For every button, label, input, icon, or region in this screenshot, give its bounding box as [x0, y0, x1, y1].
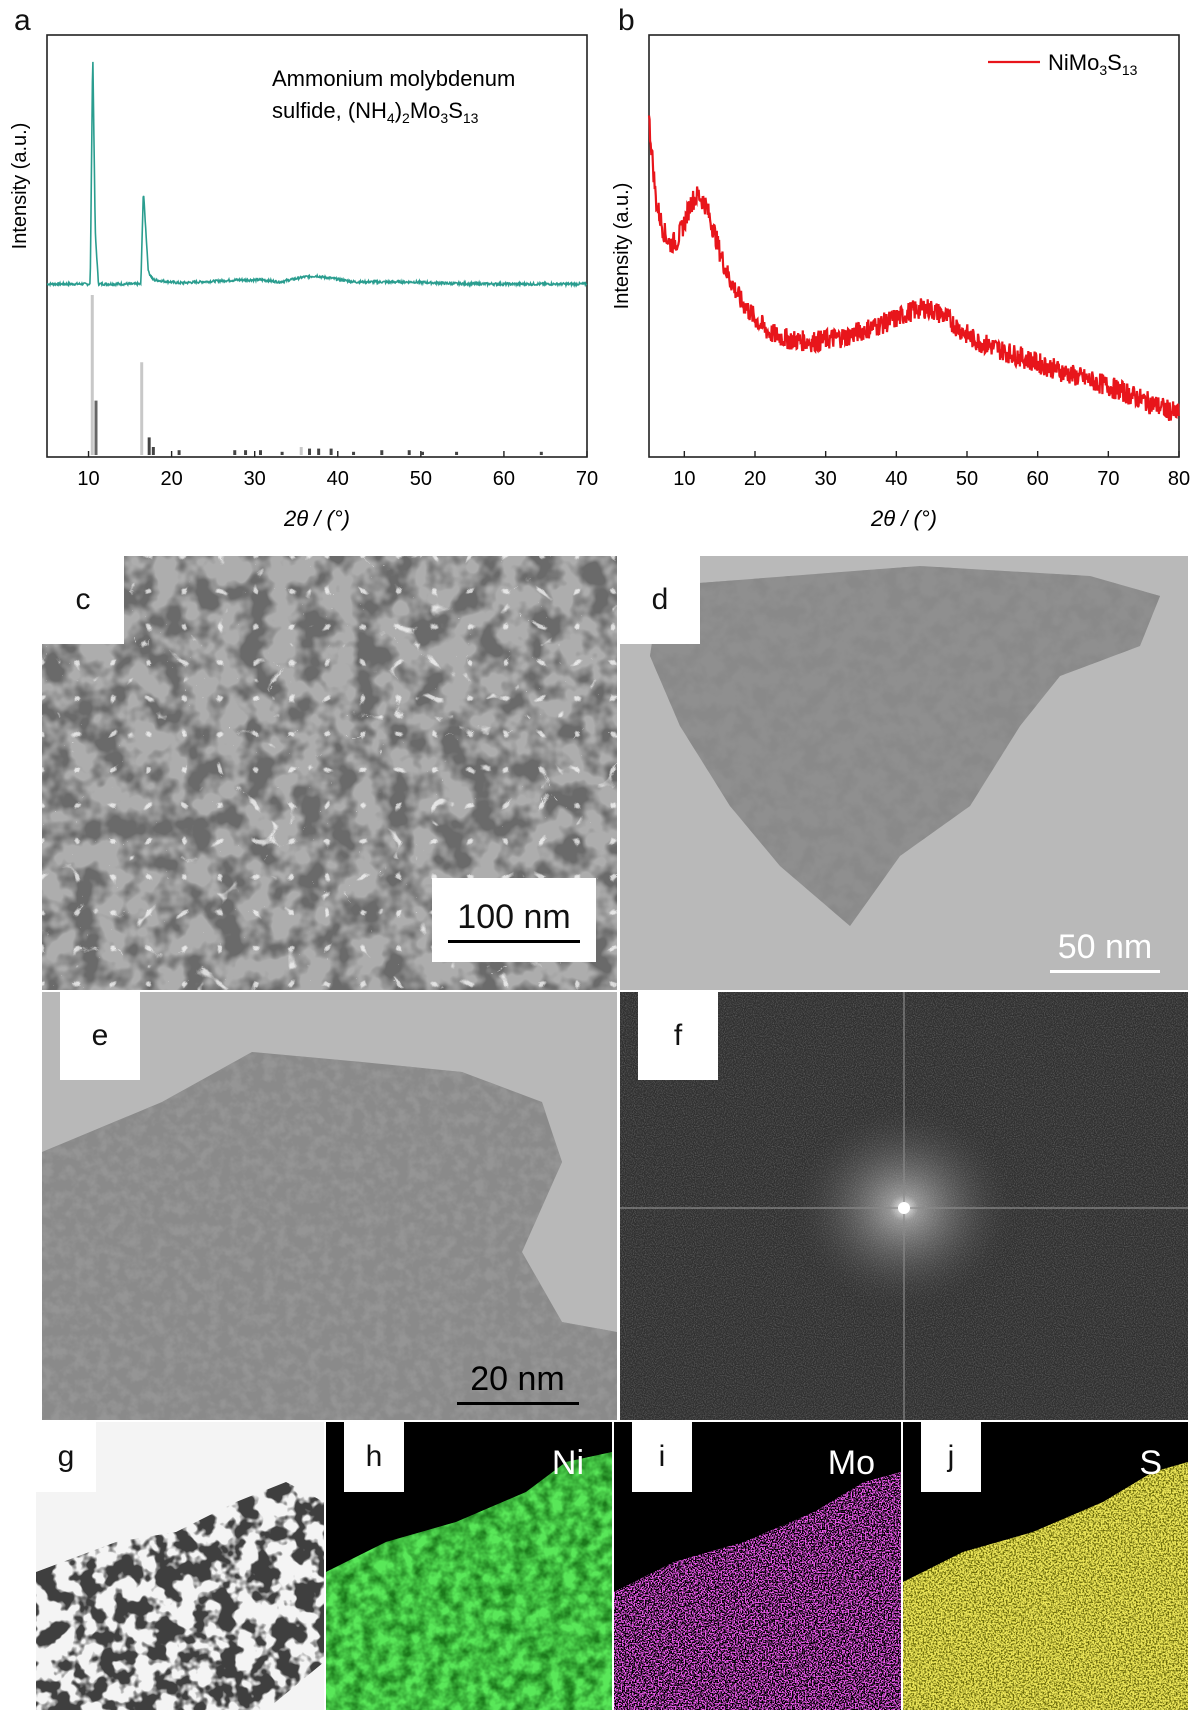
- chart-a-tick-label-40: 40: [327, 468, 349, 490]
- ni-map-texture: [326, 1422, 612, 1710]
- panel-f-fft-image: f: [620, 992, 1188, 1420]
- panel-d-tem-image: d 50 nm: [620, 556, 1188, 990]
- chart-a-tick-label-20: 20: [160, 468, 182, 490]
- chart-a-tick-label-50: 50: [410, 468, 432, 490]
- panel-d-scale-bar: [1050, 970, 1160, 973]
- panel-e-letter: e: [60, 992, 140, 1080]
- chart-b-tick-label-40: 40: [885, 468, 907, 490]
- panel-c-letter: c: [42, 556, 124, 644]
- chart-b-legend-label: NiMo3S13: [1048, 50, 1138, 78]
- bright-field-texture: [36, 1422, 324, 1710]
- panel-i-letter: i: [632, 1422, 692, 1492]
- chart-a-series-line: [46, 61, 588, 289]
- panel-j-element-label: S: [1139, 1444, 1162, 1482]
- chart-a: 10 20 30 40 50 60 70 Intensity (a.u.) 2θ / (°)…: [9, 34, 598, 531]
- chart-b-series-line: [647, 115, 1180, 421]
- panel-f-letter: f: [638, 992, 718, 1080]
- mo-map-texture: [614, 1422, 901, 1710]
- panel-c-scale-label: 100 nm: [457, 897, 571, 936]
- chart-b-ylabel: Intensity (a.u.): [611, 183, 633, 310]
- panel-h-letter: h: [344, 1422, 404, 1492]
- panel-i-element-label: Mo: [827, 1444, 875, 1482]
- chart-a-tick-label-30: 30: [244, 468, 266, 490]
- chart-b-tick-label-30: 30: [815, 468, 837, 490]
- tem-texture: [620, 556, 1188, 990]
- panel-c-scale-bar: [448, 939, 580, 943]
- chart-a-ylabel: Intensity (a.u.): [9, 123, 31, 250]
- chart-a-x-ticks: 10 20 30 40 50 60 70: [77, 451, 598, 490]
- panel-e-hrtem-image: e 20 nm: [42, 992, 617, 1420]
- hrtem-texture: [42, 992, 617, 1420]
- chart-b-tick-label-20: 20: [744, 468, 766, 490]
- chart-b: 10 20 30 40 50 60 70 80 Intensity (a.u.) 2θ / (…: [611, 34, 1190, 531]
- panel-a-letter: a: [14, 4, 31, 37]
- panel-c-sem-image: c 100 nm: [42, 556, 617, 990]
- panel-e-scalebar: 20 nm: [450, 1360, 585, 1418]
- panel-d-scalebar: 50 nm: [1030, 928, 1180, 988]
- chart-a-reference-sticks: [90, 295, 543, 455]
- chart-b-tick-label-10: 10: [673, 468, 695, 490]
- panel-g-letter: g: [36, 1422, 96, 1492]
- chart-b-tick-label-60: 60: [1027, 468, 1049, 490]
- chart-a-frame: [46, 34, 588, 458]
- chart-b-xlabel: 2θ / (°): [870, 506, 937, 531]
- chart-a-tick-label-70: 70: [576, 468, 598, 490]
- chart-b-x-ticks: 10 20 30 40 50 60 70 80: [673, 451, 1190, 490]
- xrd-figure: 10 20 30 40 50 60 70 Intensity (a.u.) 2θ / (°)…: [9, 34, 1190, 531]
- chart-a-xlabel: 2θ / (°): [283, 506, 350, 531]
- chart-a-tick-label-60: 60: [493, 468, 515, 490]
- panel-d-scale-label: 50 nm: [1057, 928, 1153, 966]
- panel-j-letter: j: [921, 1422, 981, 1492]
- chart-b-tick-label-50: 50: [956, 468, 978, 490]
- chart-a-tick-label-10: 10: [77, 468, 99, 490]
- panel-e-scale-bar: [456, 1402, 579, 1405]
- chart-b-frame: [648, 34, 1180, 458]
- panel-h-ni-map: h Ni: [326, 1422, 612, 1710]
- chart-a-legend-line2: sulfide, (NH4)2Mo3S13: [272, 98, 479, 126]
- panel-c-scalebar: 100 nm: [432, 878, 596, 962]
- panel-g-bright-field: g: [36, 1422, 324, 1710]
- panel-i-mo-map: i Mo: [614, 1422, 901, 1710]
- panel-h-element-label: Ni: [551, 1444, 584, 1482]
- chart-b-tick-label-70: 70: [1097, 468, 1119, 490]
- chart-a-legend-line1: Ammonium molybdenum: [272, 66, 515, 91]
- panel-j-s-map: j S: [903, 1422, 1188, 1710]
- panel-e-scale-label: 20 nm: [470, 1360, 565, 1398]
- panel-d-letter: d: [620, 556, 700, 644]
- chart-b-tick-label-80: 80: [1168, 468, 1190, 490]
- panel-b-letter: b: [618, 4, 635, 37]
